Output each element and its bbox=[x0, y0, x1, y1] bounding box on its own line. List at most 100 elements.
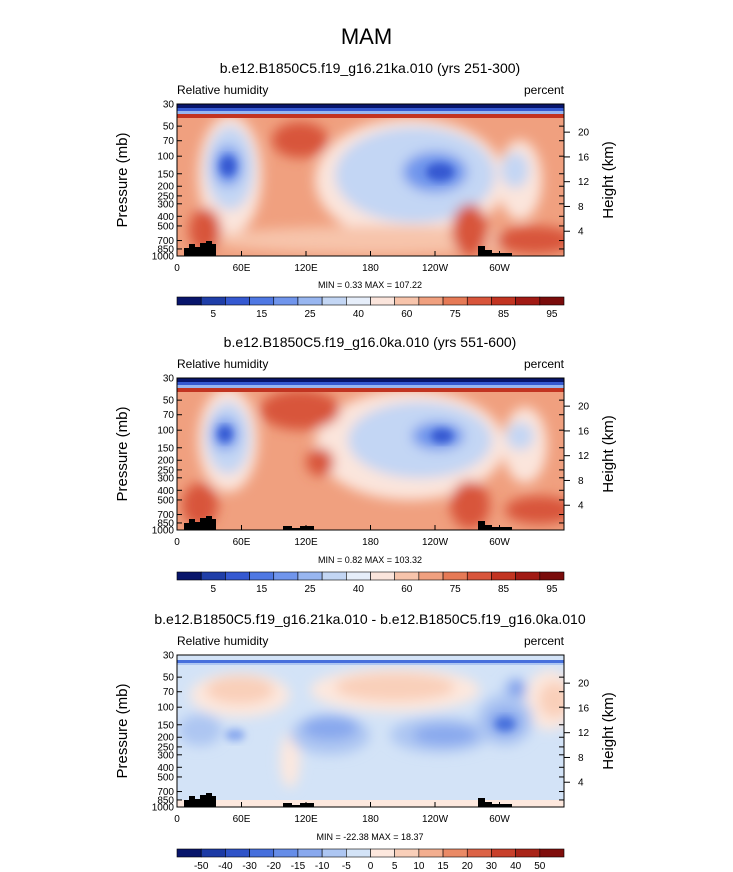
panel-2-title: b.e12.B1850C5.f19_g16.21ka.010 - b.e12.B… bbox=[154, 611, 585, 627]
height-tick-label: 16 bbox=[578, 703, 590, 714]
colorbar-swatch bbox=[418, 296, 444, 306]
y-tick-label: 100 bbox=[157, 703, 174, 714]
x-tick-label: 60E bbox=[233, 537, 251, 548]
height-tick-label: 4 bbox=[578, 778, 584, 789]
height-tick-label: 16 bbox=[578, 426, 590, 437]
height-tick-label: 20 bbox=[578, 679, 590, 690]
x-tick-label: 120W bbox=[422, 263, 449, 274]
colorbar-label: 85 bbox=[498, 309, 510, 320]
colorbar-swatch bbox=[225, 571, 250, 581]
colorbar-label: 15 bbox=[438, 861, 450, 872]
x-tick-label: 180 bbox=[362, 537, 379, 548]
colorbar-swatch bbox=[321, 296, 347, 306]
colorbar-label: 75 bbox=[450, 309, 462, 320]
x-tick-label: 180 bbox=[362, 814, 379, 825]
panel-2-minmax: MIN = -22.38 MAX = 18.37 bbox=[316, 832, 423, 842]
colorbar-label: -5 bbox=[342, 861, 351, 872]
y-tick-label: 400 bbox=[157, 763, 174, 774]
colorbar-label: 50 bbox=[534, 861, 546, 872]
panel-2-ylabel-right: Height (km) bbox=[600, 692, 617, 770]
x-tick-label: 60W bbox=[489, 814, 510, 825]
colorbar-label: 85 bbox=[498, 584, 510, 595]
y-tick-label: 400 bbox=[157, 486, 174, 497]
x-tick-label: 60E bbox=[233, 263, 251, 274]
panel-1-contour-field bbox=[177, 378, 564, 530]
colorbar-swatch bbox=[346, 571, 371, 581]
colorbar-label: 40 bbox=[510, 861, 522, 872]
y-tick-label: 50 bbox=[163, 396, 175, 407]
colorbar-swatch bbox=[515, 848, 541, 858]
y-tick-label: 70 bbox=[163, 410, 175, 421]
height-tick-label: 8 bbox=[578, 476, 584, 487]
y-tick-label: 1000 bbox=[152, 252, 175, 263]
panel-1-ylabel-right: Height (km) bbox=[600, 415, 617, 493]
y-tick-label: 50 bbox=[163, 122, 175, 133]
y-tick-label: 300 bbox=[157, 199, 174, 210]
colorbar-swatch bbox=[394, 296, 420, 306]
colorbar-label: 95 bbox=[546, 584, 558, 595]
colorbar-swatch bbox=[225, 848, 250, 858]
y-tick-label: 30 bbox=[163, 651, 175, 662]
x-tick-label: 120W bbox=[422, 814, 449, 825]
colorbar-swatch bbox=[176, 848, 202, 858]
y-tick-label: 100 bbox=[157, 152, 174, 163]
colorbar-label: -15 bbox=[291, 861, 306, 872]
panel-0-variable-label: Relative humidity bbox=[177, 83, 268, 97]
panel-0-units-label: percent bbox=[524, 83, 565, 97]
x-tick-label: 0 bbox=[174, 263, 180, 274]
colorbar-label: 25 bbox=[304, 584, 316, 595]
colorbar-swatch bbox=[321, 571, 347, 581]
height-tick-label: 20 bbox=[578, 402, 590, 413]
colorbar-swatch bbox=[394, 571, 420, 581]
y-tick-label: 70 bbox=[163, 136, 175, 147]
colorbar-label: 75 bbox=[450, 584, 462, 595]
x-tick-label: 0 bbox=[174, 814, 180, 825]
panel-2-height-ticks: 20 16 12 8 4 bbox=[564, 679, 590, 789]
y-tick-label: 500 bbox=[157, 495, 174, 506]
colorbar-swatch bbox=[394, 848, 420, 858]
colorbar-swatch bbox=[418, 848, 444, 858]
x-tick-label: 60W bbox=[489, 537, 510, 548]
colorbar-label: 40 bbox=[353, 309, 365, 320]
panel-0-colorbar: 5 15 25 40 60 75 85 95 bbox=[176, 296, 565, 320]
y-tick-label: 150 bbox=[157, 720, 174, 731]
colorbar-label: 5 bbox=[211, 309, 217, 320]
colorbar-swatch bbox=[273, 571, 299, 581]
panel-2-x-ticks: 0 60E 120E 180 120W 60W bbox=[174, 802, 510, 825]
y-tick-label: 300 bbox=[157, 473, 174, 484]
y-tick-label: 500 bbox=[157, 772, 174, 783]
y-tick-label: 400 bbox=[157, 212, 174, 223]
colorbar-label: 25 bbox=[304, 309, 316, 320]
y-tick-label: 150 bbox=[157, 169, 174, 180]
panel-2-colorbar: -50 -40 -30 -20 -15 -10 -5 0 5 10 15 20 30 40 50 bbox=[176, 848, 565, 872]
y-tick-label: 700 bbox=[157, 510, 174, 521]
y-tick-label: 1000 bbox=[152, 803, 175, 814]
panel-1-colorbar: 5 15 25 40 60 75 85 95 bbox=[176, 571, 565, 595]
colorbar-swatch bbox=[442, 848, 468, 858]
colorbar-label: -30 bbox=[242, 861, 257, 872]
colorbar-swatch bbox=[539, 848, 565, 858]
panel-1-variable-label: Relative humidity bbox=[177, 357, 268, 371]
panel-2-ylabel: Pressure (mb) bbox=[114, 683, 131, 778]
height-tick-label: 16 bbox=[578, 152, 590, 163]
height-tick-label: 4 bbox=[578, 227, 584, 238]
colorbar-swatch bbox=[200, 296, 226, 306]
panel-0-height-ticks: 20 16 12 8 4 bbox=[564, 128, 590, 238]
colorbar-swatch bbox=[491, 296, 516, 306]
colorbar-label: 5 bbox=[211, 584, 217, 595]
colorbar-label: -20 bbox=[267, 861, 282, 872]
height-tick-label: 12 bbox=[578, 451, 590, 462]
colorbar-swatch bbox=[321, 848, 347, 858]
colorbar-swatch bbox=[176, 296, 202, 306]
colorbar-swatch bbox=[249, 848, 275, 858]
colorbar-swatch bbox=[370, 848, 395, 858]
colorbar-swatch bbox=[539, 571, 565, 581]
colorbar-swatch bbox=[273, 848, 299, 858]
height-tick-label: 4 bbox=[578, 501, 584, 512]
y-tick-label: 700 bbox=[157, 787, 174, 798]
y-tick-label: 100 bbox=[157, 426, 174, 437]
y-tick-label: 700 bbox=[157, 236, 174, 247]
panel-1-title: b.e12.B1850C5.f19_g16.0ka.010 (yrs 551-6… bbox=[224, 334, 517, 350]
